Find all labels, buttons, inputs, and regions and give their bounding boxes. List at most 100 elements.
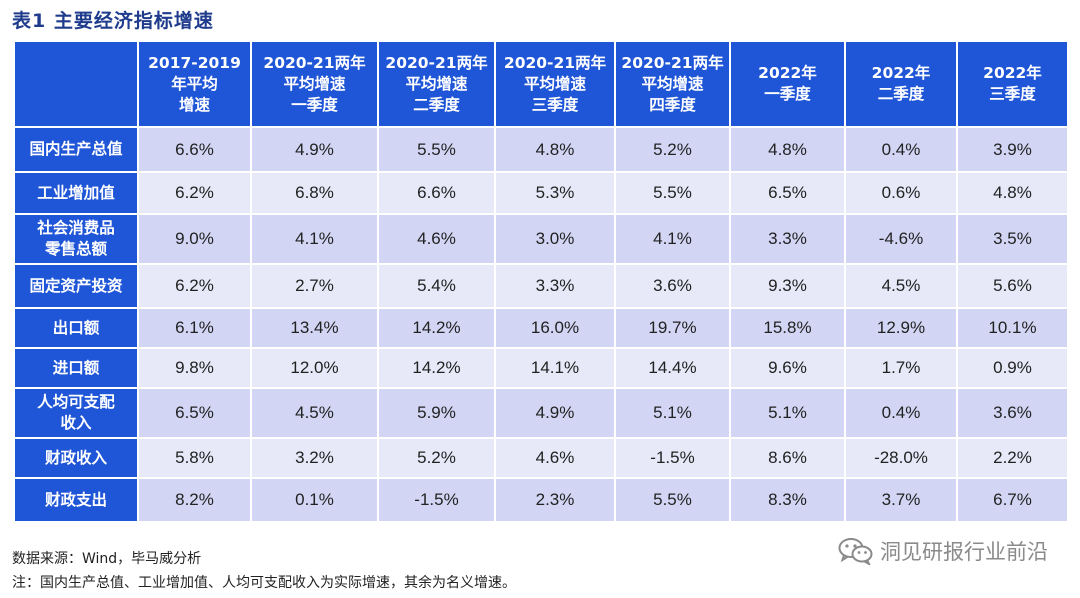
table-cell: 1.7% (844, 347, 958, 389)
column-header: 2022年 三季度 (956, 40, 1069, 128)
table-cell: 14.4% (614, 347, 731, 389)
table-cell: -1.5% (377, 477, 496, 523)
table-cell: -4.6% (844, 213, 958, 265)
row-label: 人均可支配 收入 (13, 387, 139, 439)
table-row: 国内生产总值 6.6% 4.9% 5.5% 4.8% 5.2% 4.8% 0.4% 3.9% (13, 126, 1069, 173)
table-cell: 0.9% (956, 347, 1069, 389)
table-cell: 19.7% (614, 307, 731, 349)
table-cell: 3.3% (729, 213, 846, 265)
table-cell: 3.3% (494, 263, 616, 309)
table-cell: 6.5% (729, 171, 846, 215)
table-row: 固定资产投资 6.2% 2.7% 5.4% 3.3% 3.6% 9.3% 4.5% 5.6% (13, 263, 1069, 309)
column-header: 2020-21两年 平均增速 三季度 (494, 40, 616, 128)
row-label: 国内生产总值 (13, 126, 139, 173)
table-cell: 10.1% (956, 307, 1069, 349)
table-cell: 4.8% (729, 126, 846, 173)
corner-cell (13, 40, 139, 128)
table-cell: 4.1% (250, 213, 379, 265)
table-cell: 8.2% (137, 477, 252, 523)
table-cell: 4.6% (494, 437, 616, 479)
table-cell: 2.2% (956, 437, 1069, 479)
header-row: 2017-2019 年平均 增速 2020-21两年 平均增速 一季度 2020… (13, 40, 1069, 128)
table-cell: 6.8% (250, 171, 379, 215)
table-cell: 12.0% (250, 347, 379, 389)
table-cell: 4.9% (494, 387, 616, 439)
table-row: 社会消费品 零售总额 9.0% 4.1% 4.6% 3.0% 4.1% 3.3% -4.6% 3… (13, 213, 1069, 265)
table-cell: 5.5% (614, 477, 731, 523)
table-cell: 8.6% (729, 437, 846, 479)
table-title: 表1 主要经济指标增速 (12, 10, 214, 32)
table-cell: 4.5% (250, 387, 379, 439)
table-cell: 6.2% (137, 263, 252, 309)
row-label: 社会消费品 零售总额 (13, 213, 139, 265)
economic-indicators-table: 2017-2019 年平均 增速 2020-21两年 平均增速 一季度 2020… (13, 40, 1069, 523)
table-cell: 2.3% (494, 477, 616, 523)
table-cell: 5.9% (377, 387, 496, 439)
table-cell: 6.5% (137, 387, 252, 439)
table-cell: 3.5% (956, 213, 1069, 265)
wechat-icon (838, 537, 874, 565)
table-cell: 16.0% (494, 307, 616, 349)
table-cell: 8.3% (729, 477, 846, 523)
row-label: 财政支出 (13, 477, 139, 523)
column-header: 2022年 二季度 (844, 40, 958, 128)
table-cell: 0.4% (844, 387, 958, 439)
table-cell: 6.2% (137, 171, 252, 215)
table-cell: 5.5% (377, 126, 496, 173)
table-cell: 5.2% (614, 126, 731, 173)
table-cell: 5.6% (956, 263, 1069, 309)
column-header: 2020-21两年 平均增速 一季度 (250, 40, 379, 128)
table-cell: 3.6% (956, 387, 1069, 439)
table-cell: 3.7% (844, 477, 958, 523)
table-row: 进口额 9.8% 12.0% 14.2% 14.1% 14.4% 9.6% 1.7% 0.9% (13, 347, 1069, 389)
footnote: 注：国内生产总值、工业增加值、人均可支配收入为实际增速，其余为名义增速。 (12, 575, 516, 591)
table-cell: 3.9% (956, 126, 1069, 173)
row-label: 财政收入 (13, 437, 139, 479)
column-header: 2020-21两年 平均增速 二季度 (377, 40, 496, 128)
table-cell: 5.2% (377, 437, 496, 479)
column-header: 2022年 一季度 (729, 40, 846, 128)
table-row: 工业增加值 6.2% 6.8% 6.6% 5.3% 5.5% 6.5% 0.6% 4.8% (13, 171, 1069, 215)
table-cell: 3.2% (250, 437, 379, 479)
table-cell: 4.6% (377, 213, 496, 265)
table-cell: 13.4% (250, 307, 379, 349)
table-cell: -1.5% (614, 437, 731, 479)
table-cell: 5.8% (137, 437, 252, 479)
watermark-text: 洞见研报行业前沿 (880, 540, 1048, 564)
table-cell: 0.6% (844, 171, 958, 215)
table-cell: 4.5% (844, 263, 958, 309)
table-row: 财政支出 8.2% 0.1% -1.5% 2.3% 5.5% 8.3% 3.7% 6.7% (13, 477, 1069, 523)
table-cell: 9.6% (729, 347, 846, 389)
table-row: 出口额 6.1% 13.4% 14.2% 16.0% 19.7% 15.8% 12.9% 10.… (13, 307, 1069, 349)
table-cell: 6.7% (956, 477, 1069, 523)
table-cell: 6.6% (377, 171, 496, 215)
table-cell: 9.0% (137, 213, 252, 265)
watermark: 洞见研报行业前沿 (838, 536, 1048, 566)
table-cell: 6.6% (137, 126, 252, 173)
column-header: 2020-21两年 平均增速 四季度 (614, 40, 731, 128)
table-cell: 4.1% (614, 213, 731, 265)
table-cell: 9.3% (729, 263, 846, 309)
table-cell: 0.4% (844, 126, 958, 173)
table-cell: 12.9% (844, 307, 958, 349)
table-cell: 15.8% (729, 307, 846, 349)
table-row: 人均可支配 收入 6.5% 4.5% 5.9% 4.9% 5.1% 5.1% 0.4% 3.6% (13, 387, 1069, 439)
table-cell: 5.4% (377, 263, 496, 309)
table-cell: 4.9% (250, 126, 379, 173)
source-note: 数据来源：Wind，毕马威分析 (12, 551, 202, 567)
row-label: 工业增加值 (13, 171, 139, 215)
table-cell: 6.1% (137, 307, 252, 349)
table-row: 财政收入 5.8% 3.2% 5.2% 4.6% -1.5% 8.6% -28.0% 2.2% (13, 437, 1069, 479)
row-label: 出口额 (13, 307, 139, 349)
table-cell: -28.0% (844, 437, 958, 479)
table-cell: 14.2% (377, 347, 496, 389)
table-cell: 2.7% (250, 263, 379, 309)
table-cell: 9.8% (137, 347, 252, 389)
table-cell: 14.2% (377, 307, 496, 349)
table-cell: 3.0% (494, 213, 616, 265)
table-cell: 3.6% (614, 263, 731, 309)
table-cell: 4.8% (494, 126, 616, 173)
column-header: 2017-2019 年平均 增速 (137, 40, 252, 128)
table-cell: 0.1% (250, 477, 379, 523)
table-cell: 4.8% (956, 171, 1069, 215)
